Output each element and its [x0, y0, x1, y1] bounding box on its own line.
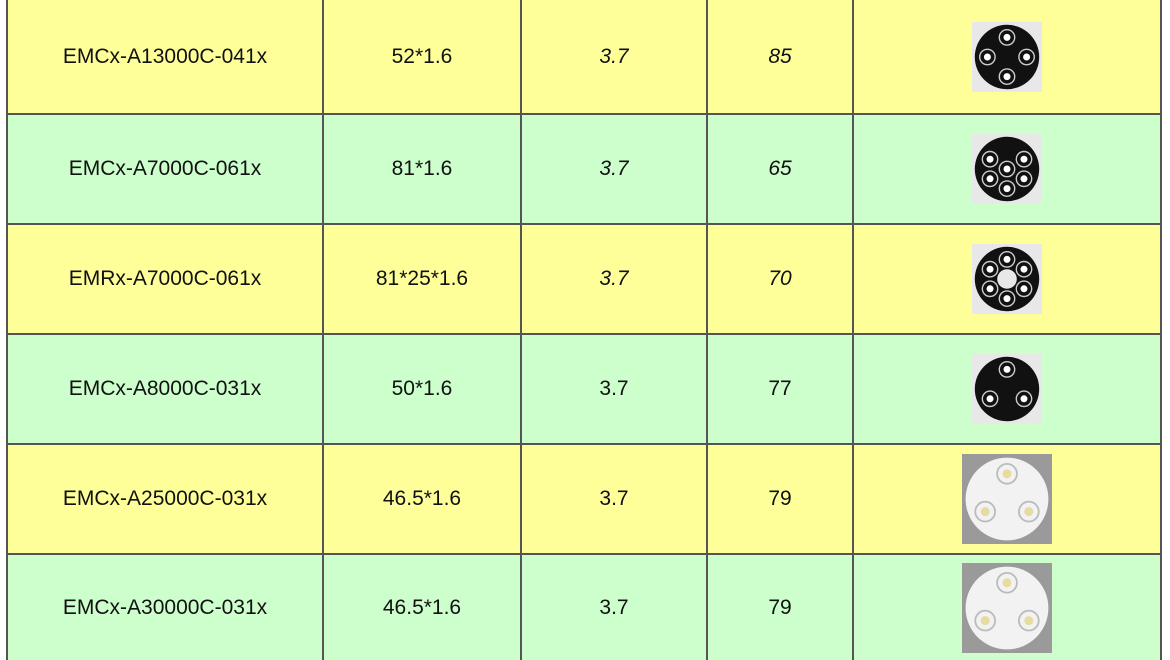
product-image: [962, 563, 1052, 653]
led: [1004, 366, 1011, 373]
efficiency: 79: [707, 444, 853, 554]
voltage: 3.7: [521, 114, 707, 224]
led: [987, 285, 994, 292]
product-image-cell: [853, 334, 1161, 444]
dimensions: 52*1.6: [323, 0, 521, 114]
product-image-cell: [853, 114, 1161, 224]
part-number: EMCx-A8000C-031x: [7, 334, 323, 444]
led: [1003, 578, 1012, 587]
product-image: [962, 454, 1052, 544]
part-number: EMCx-A7000C-061x: [7, 114, 323, 224]
led: [1004, 256, 1011, 263]
dimensions: 81*1.6: [323, 114, 521, 224]
product-image-cell: [853, 554, 1161, 660]
part-number: EMCx-A25000C-031x: [7, 444, 323, 554]
led: [981, 507, 990, 516]
product-image: [972, 244, 1042, 314]
product-image-cell: [853, 444, 1161, 554]
voltage: 3.7: [521, 224, 707, 334]
part-number: EMRx-A7000C-061x: [7, 224, 323, 334]
product-image: [972, 134, 1042, 204]
voltage: 3.7: [521, 554, 707, 660]
led: [987, 266, 994, 273]
led: [1003, 469, 1012, 478]
led: [1020, 285, 1027, 292]
center-hole: [997, 269, 1017, 289]
part-number: EMCx-A30000C-031x: [7, 554, 323, 660]
product-image: [972, 354, 1042, 424]
efficiency: 79: [707, 554, 853, 660]
led: [984, 53, 991, 60]
led: [1023, 53, 1030, 60]
product-image: [972, 22, 1042, 92]
led: [1004, 33, 1011, 40]
led: [1020, 156, 1027, 163]
led: [1004, 166, 1011, 173]
led: [987, 395, 994, 402]
efficiency: 85: [707, 0, 853, 114]
led: [1020, 395, 1027, 402]
page: EMCx-A13000C-041x52*1.63.785EMCx-A7000C-…: [0, 0, 1170, 660]
dimensions: 50*1.6: [323, 334, 521, 444]
led: [1020, 266, 1027, 273]
product-image-cell: [853, 224, 1161, 334]
voltage: 3.7: [521, 444, 707, 554]
led: [1004, 295, 1011, 302]
efficiency: 77: [707, 334, 853, 444]
led: [1024, 507, 1033, 516]
dimensions: 81*25*1.6: [323, 224, 521, 334]
led: [1020, 175, 1027, 182]
voltage: 3.7: [521, 0, 707, 114]
led: [987, 156, 994, 163]
voltage: 3.7: [521, 334, 707, 444]
dimensions: 46.5*1.6: [323, 554, 521, 660]
dimensions: 46.5*1.6: [323, 444, 521, 554]
product-image-cell: [853, 0, 1161, 114]
led: [987, 175, 994, 182]
led: [1004, 73, 1011, 80]
efficiency: 70: [707, 224, 853, 334]
led: [981, 616, 990, 625]
led: [1004, 185, 1011, 192]
efficiency: 65: [707, 114, 853, 224]
part-number: EMCx-A13000C-041x: [7, 0, 323, 114]
led: [1024, 616, 1033, 625]
